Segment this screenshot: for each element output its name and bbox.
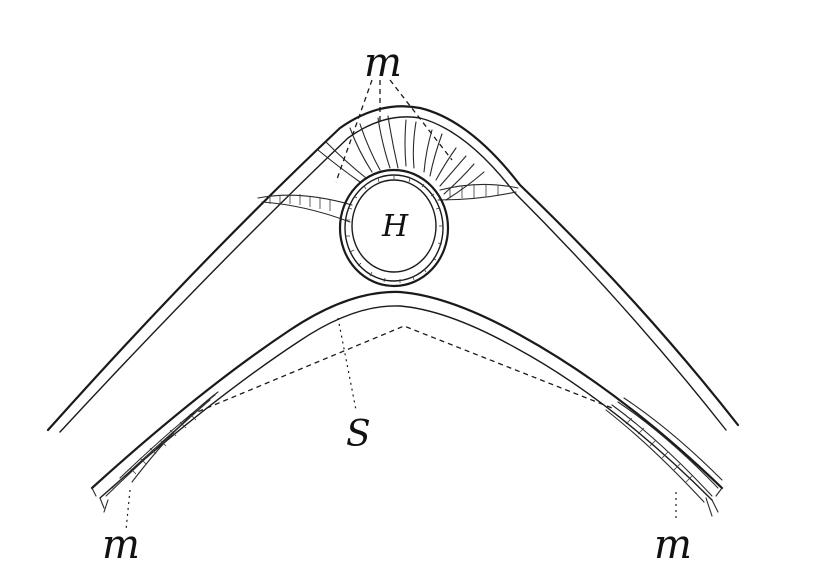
- label-septum: S: [346, 414, 371, 455]
- heart: [338, 168, 450, 288]
- label-m-right: m: [654, 522, 692, 568]
- lower-septum-wall: [90, 290, 724, 517]
- upper-body-wall: [46, 105, 740, 433]
- label-m-top: m: [364, 40, 402, 86]
- leader-lines: [125, 79, 677, 531]
- label-m-left: m: [102, 522, 140, 568]
- heart-muscle-fibres: [257, 115, 519, 223]
- right-muscle-bundle: [605, 397, 723, 503]
- label-heart: H: [381, 209, 409, 244]
